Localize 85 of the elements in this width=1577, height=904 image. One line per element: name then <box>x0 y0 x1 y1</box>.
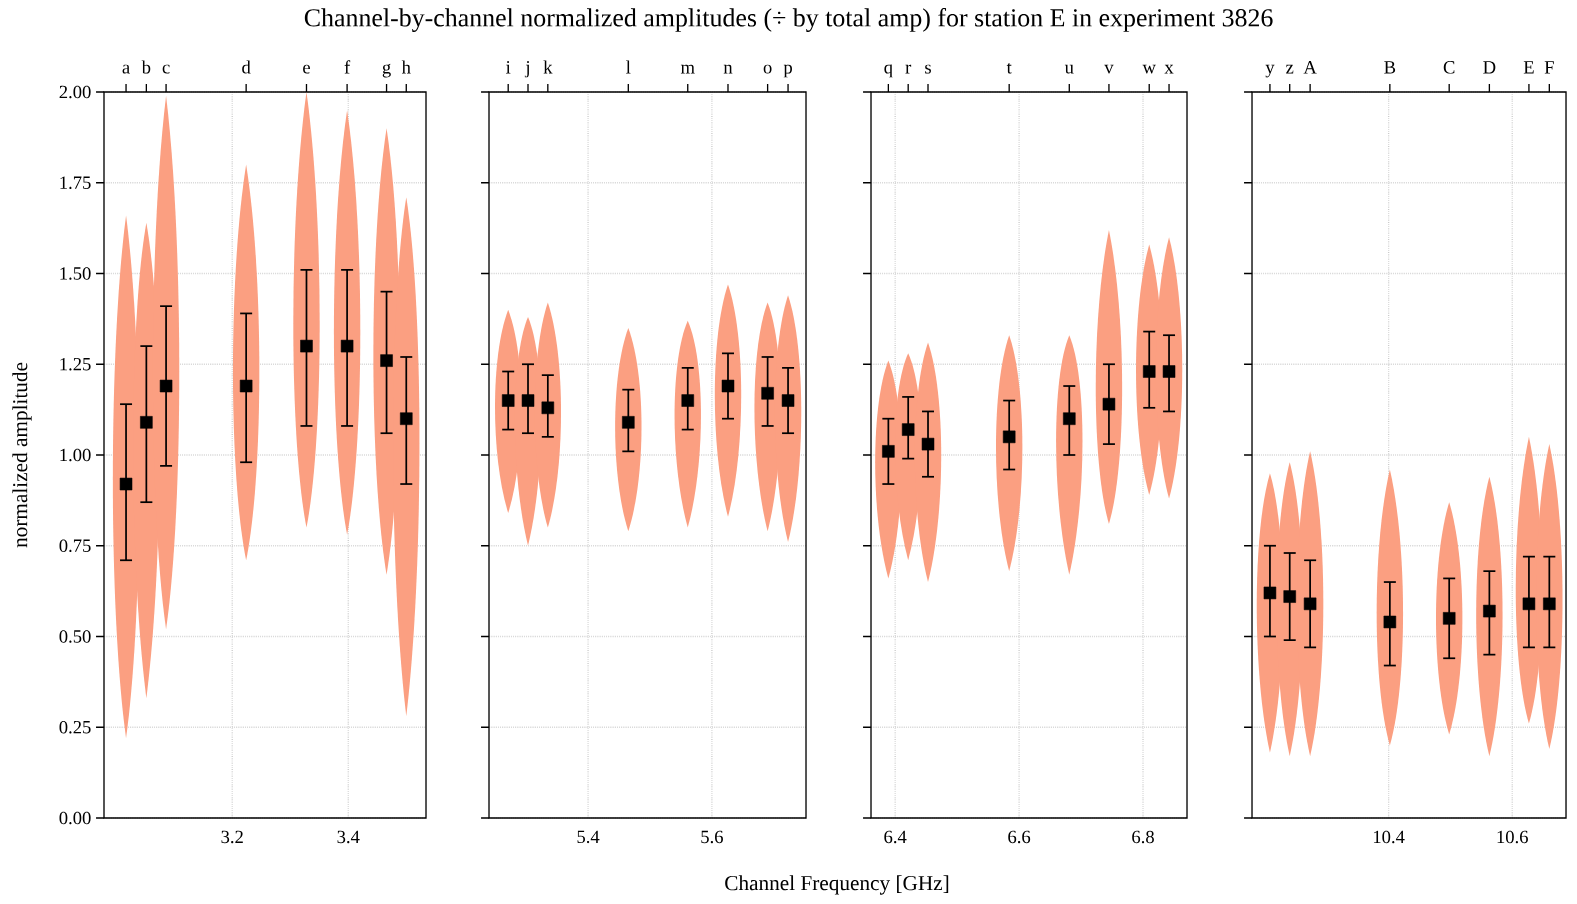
text: d <box>242 60 251 74</box>
point <box>119 477 133 491</box>
text: E <box>1523 61 1534 74</box>
x-tick-label: 5.6 <box>701 830 723 844</box>
text: a <box>122 64 130 74</box>
point <box>1162 365 1176 378</box>
y-tick-label: 0.50 <box>59 630 91 643</box>
point <box>239 379 253 393</box>
point <box>400 412 413 425</box>
text: k <box>543 60 553 74</box>
text: s <box>925 64 931 74</box>
text: r <box>905 64 912 74</box>
x-tick-label: 6.4 <box>884 830 907 844</box>
x-tick-label: 10.4 <box>1373 830 1405 844</box>
point <box>1522 597 1536 611</box>
point <box>1263 586 1277 600</box>
y-tick-label: 0.75 <box>59 539 91 553</box>
point <box>622 416 635 429</box>
point <box>781 394 795 407</box>
text: i <box>506 61 511 74</box>
text: l <box>626 60 631 74</box>
x-tick-label: 10.6 <box>1497 830 1528 844</box>
point <box>1002 430 1016 444</box>
y-tick-label: 1.50 <box>60 267 91 280</box>
text: Channel-by-channel normalized amplitudes (÷ by total amp) for station E in experiment 3826 <box>304 8 1273 32</box>
point <box>721 379 735 393</box>
point <box>1102 397 1116 411</box>
y-tick-label: 2.00 <box>59 85 91 99</box>
text: n <box>723 64 733 74</box>
y-tick-label: 1.75 <box>60 176 91 190</box>
point <box>1383 615 1397 629</box>
text: y <box>1265 64 1275 78</box>
point <box>1063 412 1076 425</box>
point <box>901 423 915 436</box>
text: A <box>1303 61 1317 74</box>
point <box>521 394 535 407</box>
text: o <box>763 64 772 74</box>
text: m <box>680 64 695 74</box>
point <box>300 339 313 353</box>
point <box>1442 612 1456 625</box>
x-tick-label: 6.6 <box>1008 830 1031 844</box>
x-tick-label: 3.2 <box>221 830 243 844</box>
text: h <box>401 60 411 74</box>
y-tick-label: 1.25 <box>60 357 91 371</box>
point <box>380 354 393 367</box>
text: w <box>1142 64 1156 74</box>
text: D <box>1483 61 1496 74</box>
text: f <box>344 60 351 74</box>
point <box>681 394 694 407</box>
text: g <box>382 63 391 78</box>
x-tick-label: 5.4 <box>577 830 600 844</box>
text: p <box>783 64 792 78</box>
x-axis-title: Channel Frequency [GHz] <box>725 875 949 895</box>
text: u <box>1064 64 1074 74</box>
text: B <box>1384 61 1396 74</box>
text: z <box>1286 64 1294 74</box>
point <box>159 379 173 393</box>
text: q <box>884 64 893 78</box>
point <box>1303 597 1317 611</box>
point <box>1283 590 1296 603</box>
text: e <box>303 64 310 74</box>
y-tick-label: 1.00 <box>60 448 91 462</box>
text: F <box>1544 61 1554 74</box>
x-tick-label: 6.8 <box>1132 830 1154 844</box>
point <box>501 394 515 407</box>
point <box>1543 597 1556 611</box>
x-tick-label: 3.4 <box>337 830 360 844</box>
point <box>921 437 935 451</box>
point <box>1142 365 1156 378</box>
y-tick-label: 0.25 <box>59 720 91 734</box>
text: C <box>1443 61 1455 74</box>
text: t <box>1006 62 1012 74</box>
text: c <box>162 64 170 74</box>
point <box>1483 604 1496 618</box>
y-tick-label: 0.00 <box>59 811 91 825</box>
point <box>541 401 555 415</box>
point <box>761 387 774 400</box>
text: x <box>1164 64 1174 74</box>
point <box>140 416 153 429</box>
point <box>882 445 895 458</box>
text: v <box>1104 64 1114 74</box>
text: b <box>141 60 151 74</box>
text: j <box>524 61 529 78</box>
point <box>340 339 354 353</box>
y-axis-title: normalized amplitude <box>12 362 32 548</box>
